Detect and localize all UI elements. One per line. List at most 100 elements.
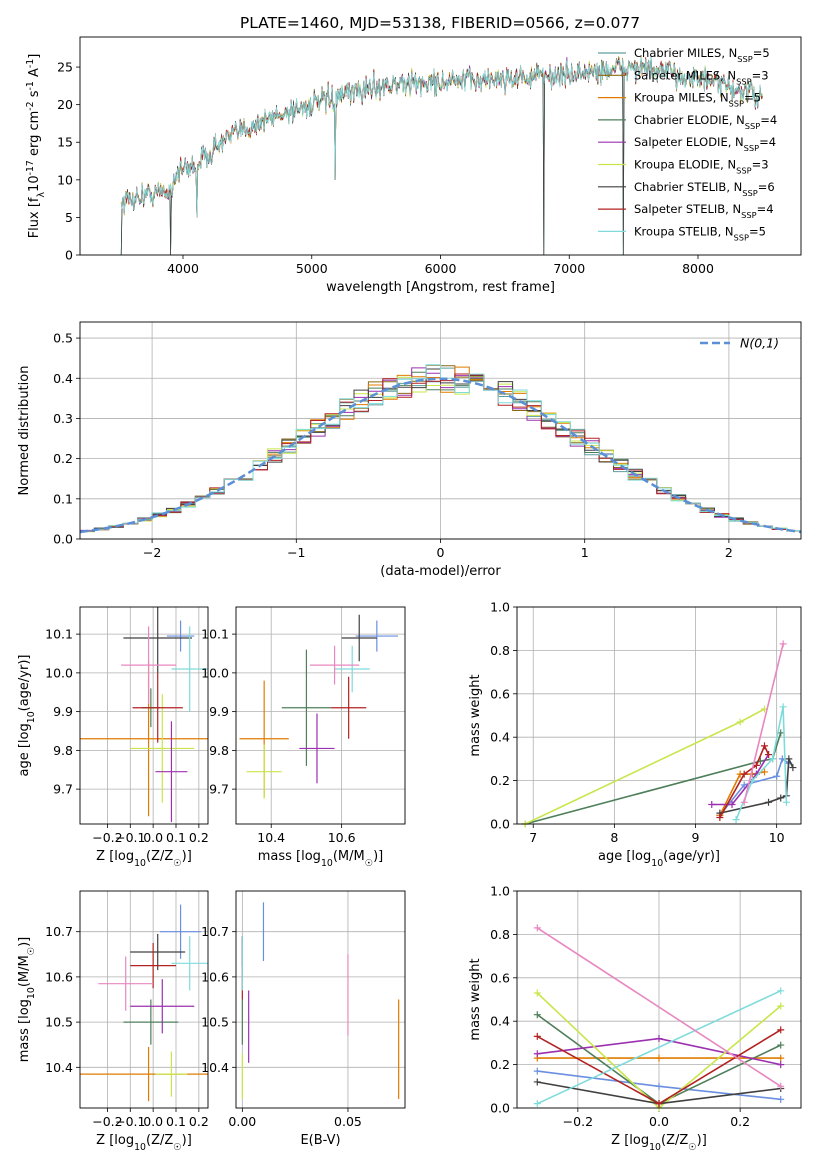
weight-series-line xyxy=(719,758,794,814)
x-axis-label: Z [log10(Z/Z☉)] xyxy=(96,1133,192,1153)
weight-marker xyxy=(779,640,787,648)
y-tick-label: 9.8 xyxy=(209,743,229,758)
weight-marker xyxy=(782,798,790,806)
weight-marker xyxy=(655,1054,663,1062)
axes-frame xyxy=(235,890,406,1109)
weight-marker xyxy=(777,987,785,995)
x-tick-label: 9 xyxy=(692,830,700,845)
x-axis-label: Z [log10(Z/Z☉)] xyxy=(611,1133,707,1153)
y-tick-label: 10.1 xyxy=(201,627,229,642)
y-tick-label: 10.1 xyxy=(45,627,73,642)
weight-marker xyxy=(708,800,716,808)
weight-marker xyxy=(655,1100,663,1108)
y-tick-label: 0.8 xyxy=(490,643,510,658)
y-tick-label: 0.2 xyxy=(490,773,510,788)
mass-vs-Z-panel: −0.2−0.10.0 0.1 0.2 10.4 10.5 10.6 10.7 Z [log1… xyxy=(17,891,209,1153)
y-tick-label: 0.0 xyxy=(490,1101,510,1116)
weight-marker xyxy=(760,742,768,750)
weight-series-line xyxy=(536,927,782,1087)
spectrum-panel: 4000 5000 6000 7000 8000 0 5 10 15 20 25 wavelength… xyxy=(25,54,763,295)
y-tick-label: 20 xyxy=(57,97,73,112)
weight-marker xyxy=(740,770,748,778)
weight-series-line xyxy=(524,732,782,824)
weight-marker xyxy=(773,772,781,780)
y-axis-label: mass weight xyxy=(468,674,483,756)
x-tick-label: 0.0 xyxy=(143,830,163,845)
y-tick-label: 0.6 xyxy=(490,970,510,985)
x-tick-label: 5000 xyxy=(296,261,328,276)
weight-marker xyxy=(760,768,768,776)
y-axis-label: Normed distribution xyxy=(17,366,32,496)
y-tick-label: 25 xyxy=(57,60,73,75)
legend-entry: N(0,1) xyxy=(740,336,779,351)
figure-title: PLATE=1460, MJD=53138, FIBERID=0566, z=0… xyxy=(240,14,640,32)
weight-marker xyxy=(533,1078,541,1086)
y-tick-label: 10.6 xyxy=(45,969,73,984)
legend-entry: Chabrier STELIB, NSSP=6 xyxy=(634,180,775,198)
y-tick-label: 9.9 xyxy=(209,704,229,719)
x-tick-label: 0.2 xyxy=(189,1114,209,1129)
x-tick-label: 0.0 xyxy=(143,1114,163,1129)
weight-marker xyxy=(533,924,541,932)
legend-entry: Salpeter MILES, NSSP=3 xyxy=(634,68,769,86)
x-axis-label: E(B-V) xyxy=(300,1133,340,1148)
y-tick-label: 9.8 xyxy=(53,743,73,758)
y-tick-label: 5 xyxy=(65,210,73,225)
x-tick-label: −0.1 xyxy=(115,1114,145,1129)
x-tick-label: −1 xyxy=(287,545,305,560)
x-axis-label: mass [log10(M/M☉)] xyxy=(258,849,384,869)
axes-frame xyxy=(516,890,802,1109)
weight-series-line xyxy=(711,754,770,806)
y-tick-label: 0.4 xyxy=(490,1014,510,1029)
x-tick-label: 0.0 xyxy=(649,1114,669,1129)
weight-marker xyxy=(740,798,748,806)
age-vs-Z-panel: −0.2−0.10.0 0.1 0.2 9.7 9.8 9.9 10.0 10.1 Z [log… xyxy=(17,607,209,869)
x-tick-label: 0 xyxy=(437,545,445,560)
y-axis-label: mass [log10(M/M☉)] xyxy=(17,937,37,1063)
y-tick-label: 9.7 xyxy=(209,782,229,797)
x-tick-label: 10 xyxy=(769,830,785,845)
legend-entry: Kroupa STELIB, NSSP=5 xyxy=(634,224,766,242)
axes-frame xyxy=(79,36,802,256)
weight-marker xyxy=(716,813,724,821)
weight-marker xyxy=(533,1067,541,1075)
weight-marker xyxy=(655,1082,663,1090)
y-tick-label: 10 xyxy=(57,172,73,187)
weight-marker xyxy=(779,703,787,711)
y-tick-label: 10.5 xyxy=(201,1015,229,1030)
weight-marker xyxy=(728,800,736,808)
x-tick-label: −0.2 xyxy=(563,1114,593,1129)
axes-frame xyxy=(79,890,209,1109)
x-tick-label: 0.05 xyxy=(334,1114,362,1129)
x-axis-label: Z [log10(Z/Z☉)] xyxy=(96,849,192,869)
y-axis-label: age [log10(age/yr)] xyxy=(17,655,37,777)
weight-marker xyxy=(740,781,748,789)
y-tick-label: 10.5 xyxy=(45,1015,73,1030)
x-tick-label: 8000 xyxy=(682,261,714,276)
y-tick-label: 0.2 xyxy=(490,1057,510,1072)
x-tick-label: 8 xyxy=(610,830,618,845)
normal-curve xyxy=(79,377,802,534)
x-tick-label: 6000 xyxy=(425,261,457,276)
x-tick-label: −2 xyxy=(143,545,161,560)
weight-marker xyxy=(777,1026,785,1034)
y-tick-label: 0.3 xyxy=(53,411,73,426)
weight-marker xyxy=(769,755,777,763)
x-tick-label: 1 xyxy=(581,545,589,560)
weight-marker xyxy=(777,1041,785,1049)
mass-weight-vs-age-panel: 7 8 9 10 0.0 0.2 0.4 0.6 0.8 1.0 age [log10(age/yr… xyxy=(468,600,801,869)
weight-series-line xyxy=(524,708,765,824)
y-tick-label: 1.0 xyxy=(490,884,510,899)
y-tick-label: 0.4 xyxy=(490,730,510,745)
axes-frame xyxy=(79,321,802,540)
y-tick-label: 9.9 xyxy=(53,704,73,719)
x-tick-label: 7 xyxy=(529,830,537,845)
y-tick-label: 0.0 xyxy=(53,532,73,547)
x-tick-label: 10.4 xyxy=(257,830,285,845)
weight-series-line xyxy=(536,992,782,1108)
x-tick-label: 2 xyxy=(725,545,733,560)
y-axis-label: mass weight xyxy=(468,958,483,1040)
weight-marker xyxy=(765,798,773,806)
y-tick-label: 0.4 xyxy=(53,371,73,386)
